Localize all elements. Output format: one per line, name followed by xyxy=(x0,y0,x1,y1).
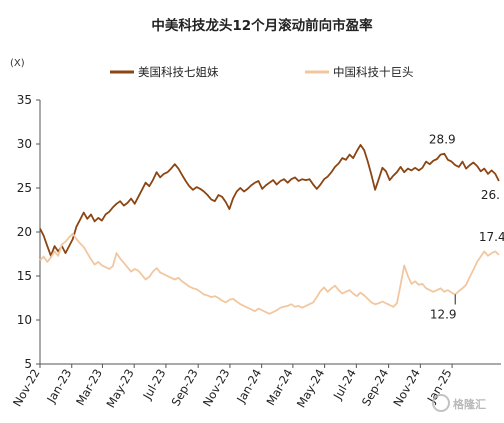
y-unit-label: (X) xyxy=(10,58,25,69)
x-tick-label: May-24 xyxy=(294,367,327,411)
x-tick-label: Jul-23 xyxy=(140,367,169,403)
x-tick-label: Jan-25 xyxy=(424,367,455,406)
y-tick-label: 10 xyxy=(17,313,32,327)
x-tick-label: May-23 xyxy=(103,367,136,411)
x-tick-label: Jul-24 xyxy=(330,367,359,403)
annotation-label: 28.9 xyxy=(429,133,456,147)
series-line-cn xyxy=(39,232,500,315)
legend-label-us: 美国科技七姐妹 xyxy=(138,65,219,79)
x-tick-label: Jan-23 xyxy=(43,367,74,406)
series-lines xyxy=(39,144,500,315)
legend-label-cn: 中国科技十巨头 xyxy=(333,65,414,79)
watermark: 格隆汇 xyxy=(432,394,486,412)
watermark-text: 格隆汇 xyxy=(453,397,486,411)
value-annotations: 28.9 26. 17.4 12.9 xyxy=(429,133,504,322)
y-tick-label: 35 xyxy=(17,93,32,107)
y-tick-label: 25 xyxy=(17,181,32,195)
y-tick-label: 30 xyxy=(17,137,32,151)
y-tick-label: 20 xyxy=(17,225,32,239)
x-tick-label: Mar-23 xyxy=(73,367,105,408)
x-tick-label: Sep-23 xyxy=(168,367,200,409)
x-tick-label: Jan-24 xyxy=(233,367,264,406)
legend: 美国科技七姐妹 中国科技十巨头 xyxy=(110,65,414,79)
annotation-label: 12.9 xyxy=(430,307,457,321)
watermark-logo-icon xyxy=(432,394,450,412)
chart-title: 中美科技龙头12个月滚动前向市盈率 xyxy=(151,17,373,34)
y-tick-label: 5 xyxy=(24,357,32,371)
x-tick-label: Mar-24 xyxy=(263,367,295,408)
series-line-us xyxy=(39,144,500,257)
annotation-label: 17.4 xyxy=(479,230,504,244)
x-tick-label: Nov-23 xyxy=(200,367,233,409)
y-tick-label: 15 xyxy=(17,269,32,283)
y-axis-ticks: 5 10 15 20 25 30 35 xyxy=(17,93,40,371)
x-tick-label: Nov-22 xyxy=(10,367,43,409)
x-tick-label: Sep-24 xyxy=(359,367,391,409)
annotation-label: 26. xyxy=(481,188,500,202)
x-tick-label: Nov-24 xyxy=(390,367,423,409)
